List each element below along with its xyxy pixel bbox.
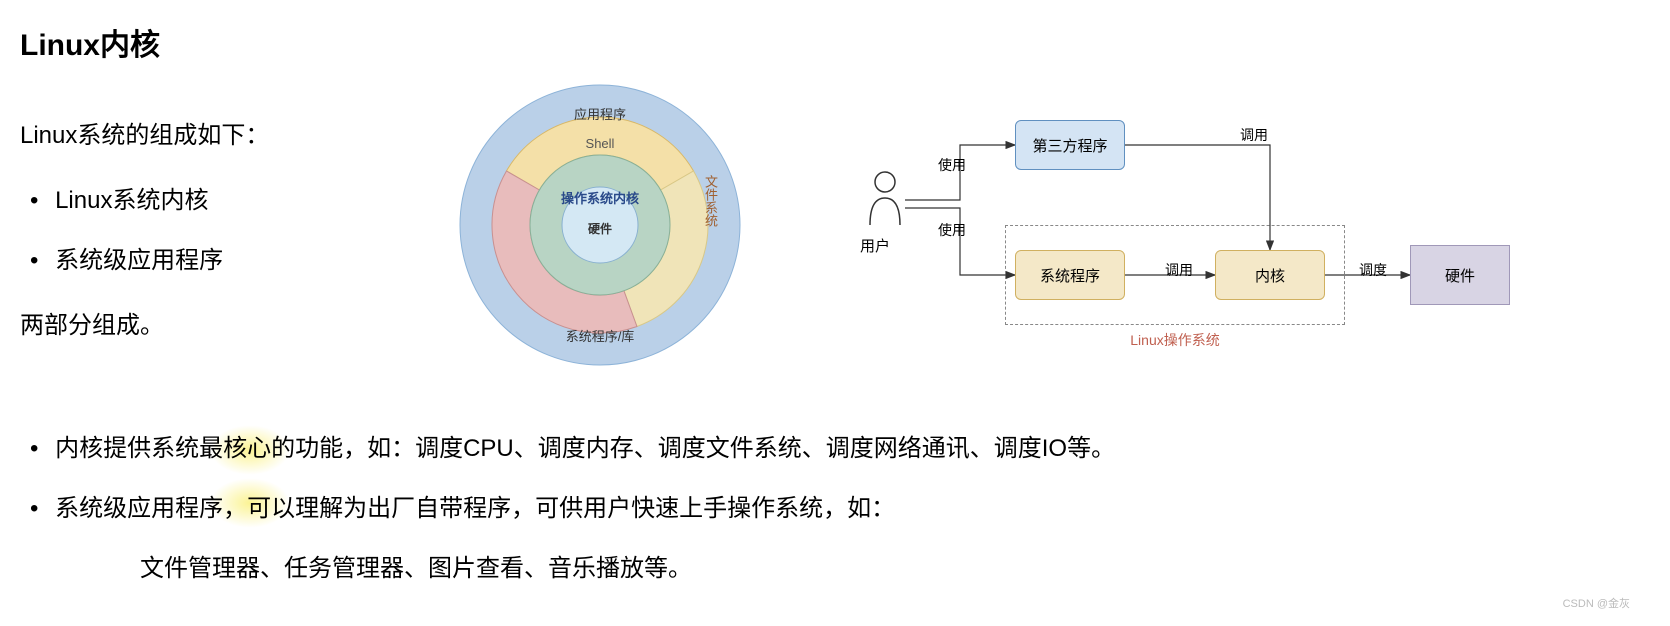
edge-label-use: 使用 [938, 220, 966, 240]
arrow-user-to-sys [905, 208, 1015, 275]
box-third-party: 第三方程序 [1015, 120, 1125, 170]
bullet-item: 内核提供系统最核心的功能，如：调度CPU、调度内存、调度文件系统、调度网络通讯、… [20, 428, 1115, 463]
user-icon [865, 170, 905, 230]
dashed-label: Linux操作系统 [1005, 330, 1345, 350]
box-hardware: 硬件 [1410, 245, 1510, 305]
bullet-item: Linux系统内核 [20, 180, 208, 215]
edge-label-call: 调用 [1165, 260, 1193, 280]
user-label: 用户 [860, 235, 890, 256]
watermark: CSDN @金灰 [1563, 595, 1630, 611]
page-title: Linux内核 [20, 20, 160, 64]
edge-label-use: 使用 [938, 155, 966, 175]
conclusion-text: 两部分组成。 [20, 305, 164, 340]
box-sys-prog: 系统程序 [1015, 250, 1125, 300]
bullet-item: 系统级应用程序 [20, 240, 223, 275]
label-fs: 文件系统 [701, 175, 720, 227]
label-app: 应用程序 [455, 104, 745, 123]
bullet-item: 系统级应用程序，可以理解为出厂自带程序，可供用户快速上手操作系统，如： [20, 488, 895, 523]
flowchart: 用户 第三方程序 系统程序 内核 硬件 Linux操作系统 使用 使用 调用 调… [850, 100, 1540, 360]
intro-text: Linux系统的组成如下： [20, 115, 269, 150]
sub-line-text: 文件管理器、任务管理器、图片查看、音乐播放等。 [140, 548, 692, 583]
box-kernel: 内核 [1215, 250, 1325, 300]
onion-diagram: 应用程序 Shell 操作系统内核 硬件 系统程序/库 文件系统 [455, 80, 745, 370]
label-shell: Shell [455, 136, 745, 151]
edge-label-schedule: 调度 [1359, 260, 1387, 280]
label-syslib: 系统程序/库 [455, 326, 745, 345]
edge-label-call: 调用 [1240, 125, 1268, 145]
